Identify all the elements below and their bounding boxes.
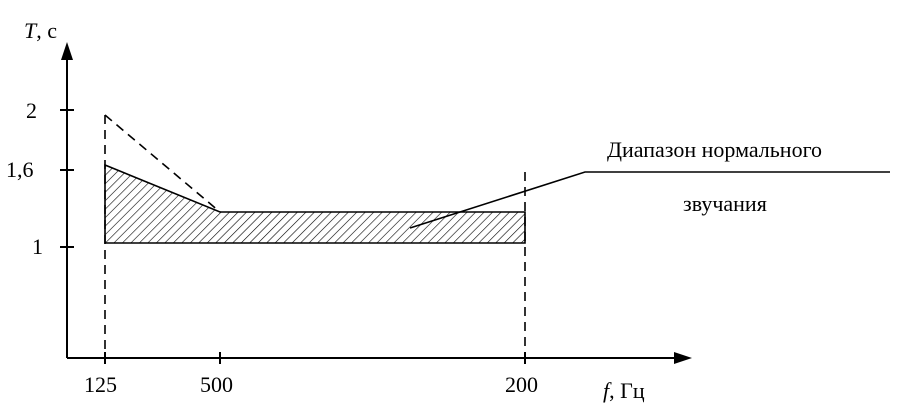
x-tick-label-125: 125 — [84, 372, 117, 397]
upper-boundary-dashed — [104, 114, 221, 213]
x-tick-label-500: 500 — [200, 372, 233, 397]
y-tick-label-2: 2 — [26, 98, 37, 123]
x-axis-label: f, Гц — [603, 378, 645, 403]
x-tick-label-200: 200 — [505, 372, 538, 397]
normal-range-region — [104, 163, 526, 244]
x-axis-arrow — [674, 352, 692, 364]
y-tick-label-1: 1 — [32, 234, 43, 259]
y-axis-label: T, с — [24, 18, 57, 43]
y-tick-label-1-6: 1,6 — [6, 157, 34, 182]
region-label-line2: звучания — [683, 191, 767, 216]
region-label-leader — [409, 171, 890, 229]
region-label-line1: Диапазон нормального — [607, 137, 822, 162]
y-axis-arrow — [61, 42, 73, 60]
